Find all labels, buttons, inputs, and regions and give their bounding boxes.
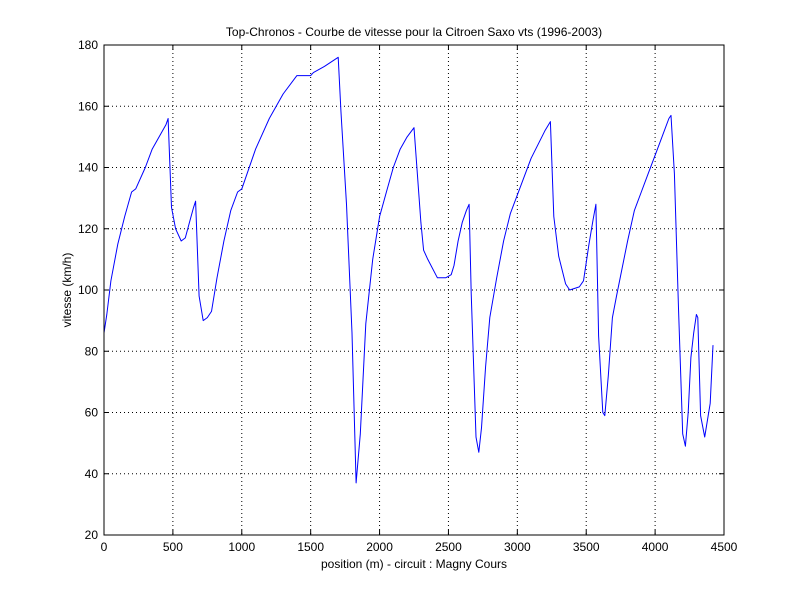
x-tick-label: 0	[101, 540, 108, 554]
x-axis-title: position (m) - circuit : Magny Cours	[321, 557, 507, 571]
x-tick-label: 3500	[573, 540, 600, 554]
x-tick-label: 2000	[366, 540, 393, 554]
x-tick-label: 4000	[642, 540, 669, 554]
y-tick-label: 80	[85, 344, 99, 358]
y-tick-label: 100	[78, 283, 98, 297]
y-tick-label: 140	[78, 161, 98, 175]
y-tick-label: 180	[78, 38, 98, 52]
speed-series-line	[103, 56, 714, 484]
y-tick-label: 120	[78, 222, 98, 236]
y-tick-label: 20	[85, 528, 99, 542]
x-tick-label: 3000	[504, 540, 531, 554]
x-tick-label: 2500	[435, 540, 462, 554]
ticks: 0 500 1000 1500 2000 2500 3000 3500 4000 4500 20 40…	[78, 38, 738, 554]
grid	[104, 45, 724, 535]
x-tick-label: 1500	[297, 540, 324, 554]
data-layer	[103, 56, 714, 484]
y-axis-title: vitesse (km/h)	[60, 253, 74, 328]
y-tick-label: 60	[85, 406, 99, 420]
chart-title: Top-Chronos - Courbe de vitesse pour la …	[226, 25, 602, 39]
y-tick-label: 160	[78, 99, 98, 113]
x-tick-label: 1000	[228, 540, 255, 554]
x-tick-label: 500	[163, 540, 183, 554]
y-tick-label: 40	[85, 467, 99, 481]
x-tick-label: 4500	[711, 540, 738, 554]
